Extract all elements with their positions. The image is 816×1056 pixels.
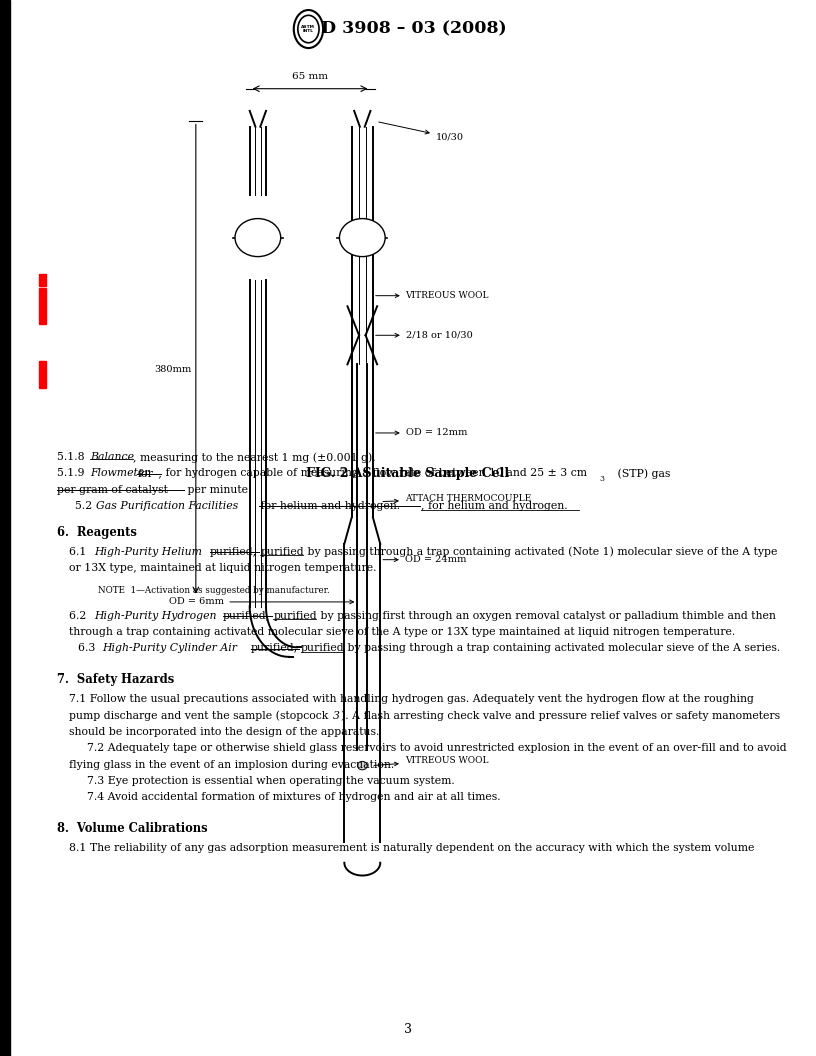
Text: Flowmeter: Flowmeter xyxy=(90,469,149,478)
Text: FIG. 2 ASuitable Sample Cell: FIG. 2 ASuitable Sample Cell xyxy=(307,467,509,479)
Text: purified: purified xyxy=(273,610,317,621)
Text: or 13X type, maintained at liquid nitrogen temperature.: or 13X type, maintained at liquid nitrog… xyxy=(69,563,377,573)
Text: High-Purity Helium: High-Purity Helium xyxy=(94,547,202,557)
Text: OD = 12mm: OD = 12mm xyxy=(375,429,467,437)
Text: pump discharge and vent the sample (stopcock: pump discharge and vent the sample (stop… xyxy=(69,711,332,721)
Text: 7.1 Follow the usual precautions associated with handling hydrogen gas. Adequate: 7.1 Follow the usual precautions associa… xyxy=(69,694,754,704)
Text: per gram of catalyst: per gram of catalyst xyxy=(57,485,168,494)
Ellipse shape xyxy=(357,761,367,770)
Text: flying glass in the event of an implosion during evacuation.: flying glass in the event of an implosio… xyxy=(69,759,395,770)
Text: ATTACH THERMOCOUPLE: ATTACH THERMOCOUPLE xyxy=(383,494,531,503)
Text: 7.3 Eye protection is essential when operating the vacuum system.: 7.3 Eye protection is essential when ope… xyxy=(87,776,455,786)
Bar xyxy=(0,0,10,1056)
Text: 7.2 Adequately tape or otherwise shield glass reservoirs to avoid unrestricted e: 7.2 Adequately tape or otherwise shield … xyxy=(87,743,787,753)
Text: 7.  Safety Hazards: 7. Safety Hazards xyxy=(57,673,175,686)
Text: through a trap containing activated molecular sieve of the A type or 13X type ma: through a trap containing activated mole… xyxy=(69,627,735,637)
Text: 5.1.9: 5.1.9 xyxy=(57,469,88,478)
Text: Gas Purification Facilities: Gas Purification Facilities xyxy=(96,501,238,511)
Text: 3: 3 xyxy=(600,475,605,483)
Text: 8.1 The reliability of any gas adsorption measurement is naturally dependent on : 8.1 The reliability of any gas adsorptio… xyxy=(69,843,755,853)
Text: VITREOUS WOOL: VITREOUS WOOL xyxy=(375,291,489,300)
Text: ASTM
INTL: ASTM INTL xyxy=(301,24,316,34)
Text: for hydrogen capable of measuring a flow rate of between 10 and 25 ± 3 cm: for hydrogen capable of measuring a flow… xyxy=(162,469,587,478)
Text: 6.  Reagents: 6. Reagents xyxy=(57,526,137,539)
Text: D 3908 – 03 (2008): D 3908 – 03 (2008) xyxy=(321,20,507,38)
Text: 8.  Volume Calibrations: 8. Volume Calibrations xyxy=(57,822,208,835)
Text: Balance: Balance xyxy=(90,452,134,461)
Text: purified,: purified, xyxy=(251,643,298,654)
Text: per minute.: per minute. xyxy=(184,485,252,494)
Text: for helium and hydrogen.: for helium and hydrogen. xyxy=(257,501,400,511)
Text: by passing through a trap containing activated molecular sieve of the A series.: by passing through a trap containing act… xyxy=(344,643,781,654)
Text: VITREOUS WOOL: VITREOUS WOOL xyxy=(374,756,488,766)
Text: purified,: purified, xyxy=(223,610,270,621)
Text: (STP) gas: (STP) gas xyxy=(614,469,672,479)
Text: 10/30: 10/30 xyxy=(379,122,463,142)
Text: 380mm: 380mm xyxy=(154,365,192,374)
Text: by passing through a trap containing activated (Note 1) molecular sieve of the A: by passing through a trap containing act… xyxy=(304,547,777,558)
Text: , measuring to the nearest 1 mg (±0.001 g).: , measuring to the nearest 1 mg (±0.001 … xyxy=(133,452,375,463)
Bar xyxy=(39,361,46,388)
Text: OD = 24mm: OD = 24mm xyxy=(383,555,466,564)
Text: should be incorporated into the design of the apparatus.: should be incorporated into the design o… xyxy=(69,727,379,737)
Text: 6.1: 6.1 xyxy=(69,547,91,557)
Text: 3: 3 xyxy=(333,711,339,720)
Text: purified,: purified, xyxy=(210,547,257,557)
Text: 7.4 Avoid accidental formation of mixtures of hydrogen and air at all times.: 7.4 Avoid accidental formation of mixtur… xyxy=(87,792,501,803)
Text: 3: 3 xyxy=(404,1023,412,1036)
Text: NOTE  1—Activation as suggested by manufacturer.: NOTE 1—Activation as suggested by manufa… xyxy=(98,586,330,596)
Text: ). A flash arresting check valve and pressure relief valves or safety manometers: ). A flash arresting check valve and pre… xyxy=(341,711,780,721)
Text: OD = 6mm: OD = 6mm xyxy=(170,598,353,606)
Text: , for helium and hydrogen.: , for helium and hydrogen. xyxy=(421,501,568,511)
Text: 5.1.8: 5.1.8 xyxy=(57,452,88,461)
Text: 65 mm: 65 mm xyxy=(292,72,328,81)
Text: purified: purified xyxy=(260,547,304,557)
Text: 2/18 or 10/30: 2/18 or 10/30 xyxy=(375,331,472,340)
Text: 5.2: 5.2 xyxy=(75,501,95,511)
Bar xyxy=(39,288,46,324)
Bar xyxy=(39,274,46,286)
Text: by passing first through an oxygen removal catalyst or palladium thimble and the: by passing first through an oxygen remov… xyxy=(317,610,775,621)
Ellipse shape xyxy=(339,219,385,257)
Text: 6.3: 6.3 xyxy=(78,643,99,654)
Ellipse shape xyxy=(235,219,281,257)
Text: 6.2: 6.2 xyxy=(69,610,91,621)
Text: for–,: for–, xyxy=(137,469,162,478)
Text: purified: purified xyxy=(301,643,344,654)
Text: High-Purity Cylinder Air: High-Purity Cylinder Air xyxy=(102,643,237,654)
Text: High-Purity Hydrogen: High-Purity Hydrogen xyxy=(94,610,216,621)
